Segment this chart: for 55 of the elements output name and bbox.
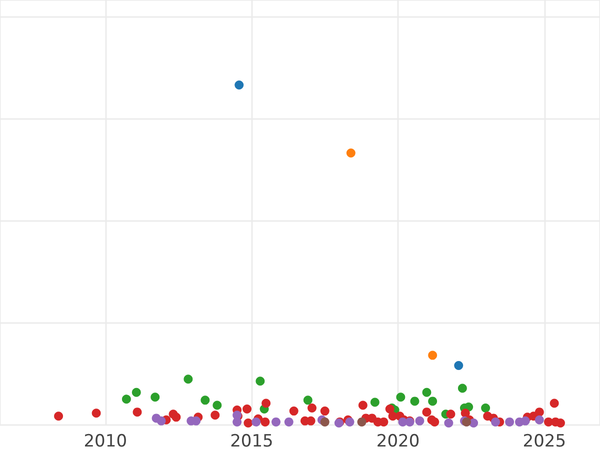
point [200,396,210,405]
point [428,350,438,360]
point [410,396,420,406]
point [122,394,131,404]
x-tick-label: 2010 [84,432,127,450]
point [244,418,253,428]
point [210,410,220,420]
point [272,417,280,426]
x-tick-label: 2020 [376,432,420,450]
point [422,388,432,397]
x-tick-label: 2025 [522,432,566,450]
point [415,416,424,426]
point [289,406,298,416]
point [520,416,530,426]
point [454,361,464,370]
point [320,417,330,426]
point [358,400,368,410]
point [132,388,141,397]
point [357,417,366,426]
point [422,408,432,417]
point [320,406,330,416]
point [505,417,514,426]
point [458,384,467,393]
point [156,416,166,426]
point [92,408,101,418]
point [370,398,380,407]
point [260,417,270,426]
point [444,418,454,428]
point [234,80,244,90]
point [256,376,265,386]
point [284,417,294,426]
point [346,148,356,158]
point [184,374,193,384]
point [428,396,438,406]
point [446,410,456,419]
point [534,408,544,417]
point [252,417,261,426]
point [150,392,160,402]
point [491,417,500,426]
point [54,412,64,421]
point [308,404,316,412]
point [303,396,312,405]
point [242,404,252,414]
point [460,408,470,418]
point [462,417,472,426]
x-tick-label: 2015 [230,432,274,450]
point [262,398,271,408]
point [534,415,544,424]
point [396,392,406,402]
point [212,400,222,410]
point [172,412,181,422]
point [481,404,490,412]
point [550,398,559,408]
point [132,408,142,417]
point [430,417,440,426]
